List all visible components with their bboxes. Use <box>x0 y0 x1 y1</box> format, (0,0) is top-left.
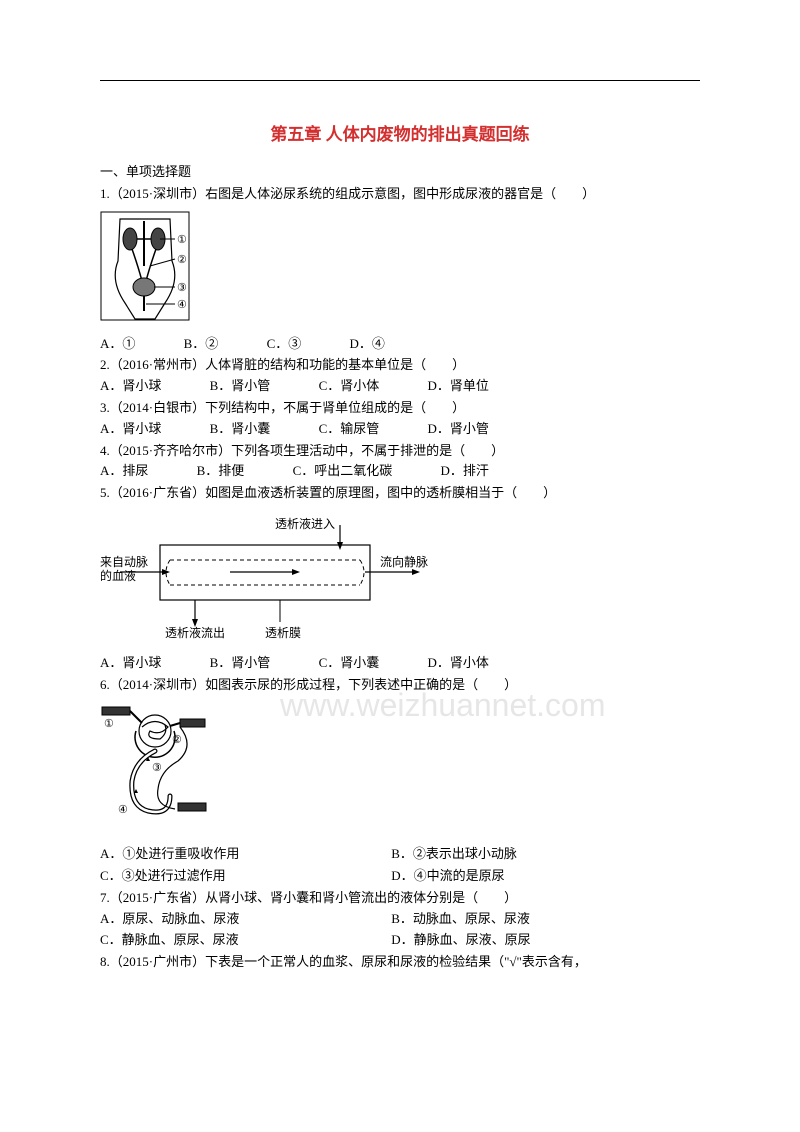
q2-options: A．肾小球 B．肾小管 C．肾小体 D．肾单位 <box>100 376 700 397</box>
q7-options: A．原尿、动脉血、尿液 B．动脉血、原尿、尿液 <box>100 909 700 930</box>
svg-text:流向静脉: 流向静脉 <box>380 554 428 569</box>
q7-optA: A．原尿、动脉血、尿液 <box>100 909 388 930</box>
q5-optC: C．肾小囊 <box>319 653 380 674</box>
q2-optB: B．肾小管 <box>210 376 271 397</box>
question-7: 7.（2015·广东省）从肾小球、肾小囊和肾小管流出的液体分别是（ ） A．原尿… <box>100 888 700 951</box>
svg-text:③: ③ <box>152 762 162 774</box>
q1-figure: ① ② ③ ④ <box>100 211 700 328</box>
question-2: 2.（2016·常州市）人体肾脏的结构和功能的基本单位是（ ） A．肾小球 B．… <box>100 355 700 397</box>
q6-optA: A．①处进行重吸收作用 <box>100 844 388 865</box>
section-heading: 一、单项选择题 <box>100 162 700 183</box>
q4-text: 4.（2015·齐齐哈尔市）下列各项生理活动中，不属于排泄的是（ ） <box>100 441 700 462</box>
question-6: 6.（2014·深圳市）如图表示尿的形成过程，下列表述中正确的是（ ） ① ② <box>100 675 700 887</box>
question-5: 5.（2016·广东省）如图是血液透析装置的原理图，图中的透析膜相当于（ ） w… <box>100 483 700 673</box>
svg-text:②: ② <box>172 734 182 746</box>
q1-options: A．① B．② C．③ D．④ <box>100 334 700 355</box>
q5-options: A．肾小球 B．肾小管 C．肾小囊 D．肾小体 <box>100 653 700 674</box>
question-4: 4.（2015·齐齐哈尔市）下列各项生理活动中，不属于排泄的是（ ） A．排尿 … <box>100 441 700 483</box>
q4-optD: D．排汗 <box>440 461 488 482</box>
q2-optA: A．肾小球 <box>100 376 161 397</box>
q5-optB: B．肾小管 <box>210 653 271 674</box>
q2-optC: C．肾小体 <box>319 376 380 397</box>
q6-options-2: C．③处进行过滤作用 D．④中流的是原尿 <box>100 866 700 887</box>
q4-optA: A．排尿 <box>100 461 148 482</box>
q7-text: 7.（2015·广东省）从肾小球、肾小囊和肾小管流出的液体分别是（ ） <box>100 888 700 909</box>
question-8: 8.（2015·广州市）下表是一个正常人的血浆、原尿和尿液的检验结果（"√"表示… <box>100 952 700 973</box>
svg-text:的血液: 的血液 <box>100 568 136 583</box>
q3-optA: A．肾小球 <box>100 419 161 440</box>
q3-optD: D．肾小管 <box>427 419 488 440</box>
q3-optC: C．输尿管 <box>319 419 380 440</box>
svg-text:①: ① <box>104 718 114 730</box>
svg-text:透析液进入: 透析液进入 <box>275 516 335 531</box>
q2-optD: D．肾单位 <box>427 376 488 397</box>
q4-options: A．排尿 B．排便 C．呼出二氧化碳 D．排汗 <box>100 461 700 482</box>
svg-text:①: ① <box>177 234 187 246</box>
q1-optC: C．③ <box>267 334 302 355</box>
q1-optA: A．① <box>100 334 135 355</box>
q8-text: 8.（2015·广州市）下表是一个正常人的血浆、原尿和尿液的检验结果（"√"表示… <box>100 952 700 973</box>
svg-text:透析液流出: 透析液流出 <box>165 625 225 640</box>
svg-text:来自动脉: 来自动脉 <box>100 554 148 569</box>
q5-optD: D．肾小体 <box>427 653 488 674</box>
q1-text: 1.（2015·深圳市）右图是人体泌尿系统的组成示意图，图中形成尿液的器官是（ … <box>100 184 700 205</box>
q4-optC: C．呼出二氧化碳 <box>293 461 393 482</box>
question-3: 3.（2014·白银市）下列结构中，不属于肾单位组成的是（ ） A．肾小球 B．… <box>100 398 700 440</box>
q3-options: A．肾小球 B．肾小囊 C．输尿管 D．肾小管 <box>100 419 700 440</box>
q2-text: 2.（2016·常州市）人体肾脏的结构和功能的基本单位是（ ） <box>100 355 700 376</box>
svg-text:④: ④ <box>177 299 187 311</box>
svg-text:透析膜: 透析膜 <box>265 626 301 640</box>
q5-figure: 透析液进入 来自动脉 的血液 流向静脉 透析液流出 透析膜 <box>100 510 700 647</box>
q7-optC: C．静脉血、原尿、尿液 <box>100 930 388 951</box>
q5-optA: A．肾小球 <box>100 653 161 674</box>
q7-optD: D．静脉血、尿液、原尿 <box>391 930 679 951</box>
q3-optB: B．肾小囊 <box>210 419 271 440</box>
q6-text: 6.（2014·深圳市）如图表示尿的形成过程，下列表述中正确的是（ ） <box>100 675 700 696</box>
q7-optB: B．动脉血、原尿、尿液 <box>391 909 679 930</box>
svg-text:③: ③ <box>177 282 187 294</box>
svg-text:②: ② <box>177 254 187 266</box>
q3-text: 3.（2014·白银市）下列结构中，不属于肾单位组成的是（ ） <box>100 398 700 419</box>
doc-title: 第五章 人体内废物的排出真题回练 <box>100 121 700 148</box>
svg-text:④: ④ <box>118 804 128 816</box>
q5-text: 5.（2016·广东省）如图是血液透析装置的原理图，图中的透析膜相当于（ ） <box>100 483 700 504</box>
q6-options: A．①处进行重吸收作用 B．②表示出球小动脉 <box>100 844 700 865</box>
q6-optD: D．④中流的是原尿 <box>391 866 679 887</box>
q6-figure: ① ② ③ ④ <box>100 701 700 838</box>
q7-options-2: C．静脉血、原尿、尿液 D．静脉血、尿液、原尿 <box>100 930 700 951</box>
q6-optB: B．②表示出球小动脉 <box>391 844 679 865</box>
q1-optB: B．② <box>184 334 219 355</box>
q1-optD: D．④ <box>349 334 384 355</box>
question-1: 1.（2015·深圳市）右图是人体泌尿系统的组成示意图，图中形成尿液的器官是（ … <box>100 184 700 354</box>
q6-optC: C．③处进行过滤作用 <box>100 866 388 887</box>
q4-optB: B．排便 <box>197 461 245 482</box>
